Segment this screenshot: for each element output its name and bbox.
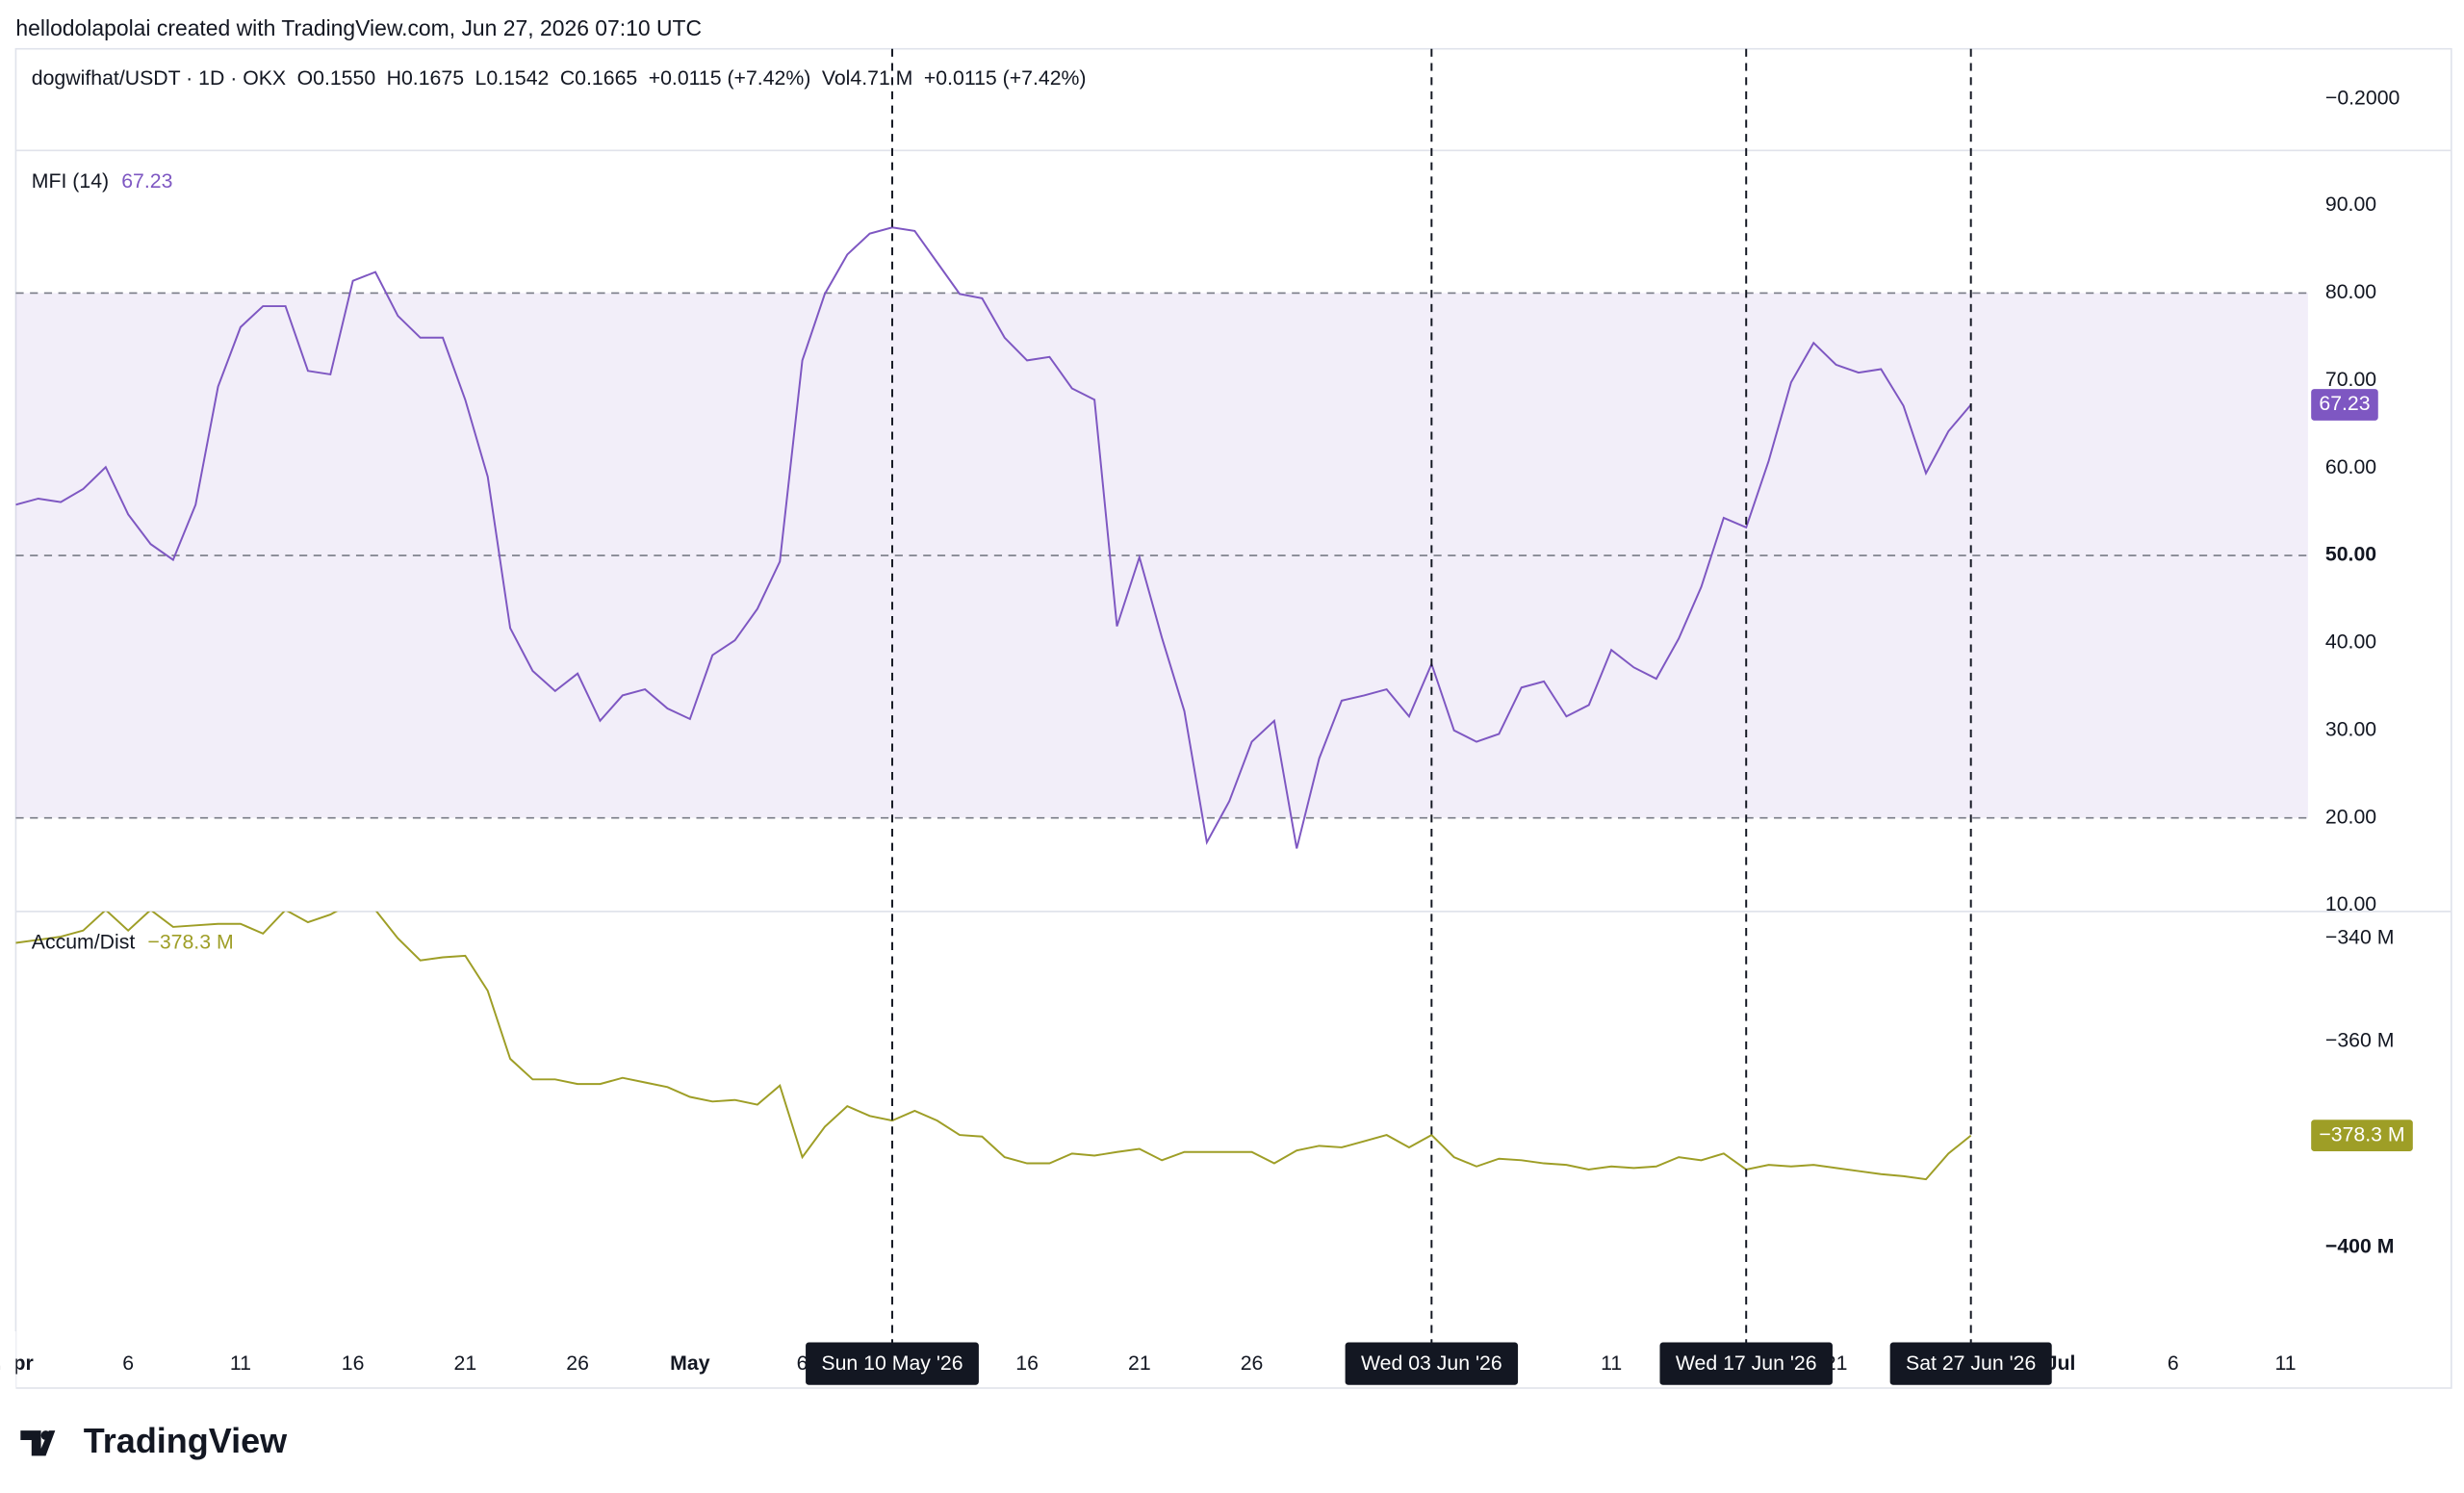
x-tick-label: May: [670, 1351, 710, 1375]
indicator-line: [15, 911, 1972, 1181]
y-tick-label: 50.00: [2325, 543, 2376, 566]
crosshair-date-box: [1889, 1342, 2052, 1385]
legend-item: L0.1542: [475, 65, 549, 89]
band: [15, 293, 2308, 818]
brand-name: TradingView: [84, 1421, 288, 1460]
x-tick-label: 26: [1241, 1351, 1264, 1375]
last-value-text: −378.3 M: [2319, 1122, 2404, 1145]
x-tick-label: 21: [454, 1351, 477, 1375]
x-tick-label: 11: [2275, 1351, 2297, 1375]
y-tick-label: −400 M: [2325, 1234, 2395, 1257]
crosshair-date: Sat 27 Jun '26: [1906, 1351, 2036, 1375]
chart-frame: [14, 47, 2452, 1389]
y-tick-label: 80.00: [2325, 280, 2376, 303]
legend-item: +0.0115 (+7.42%): [924, 65, 1087, 89]
legend-item: Vol4.71 M: [822, 65, 913, 89]
y-tick-label: 20.00: [2325, 805, 2376, 828]
x-tick-label: 6: [2168, 1351, 2179, 1375]
crosshair-date-box: [806, 1342, 979, 1385]
legend-item: C0.1665: [560, 65, 637, 89]
crosshair-date-box: [1345, 1342, 1519, 1385]
x-tick-label: 21: [1128, 1351, 1151, 1375]
pane-legend: MFI (14) 67.23: [32, 169, 173, 193]
header: hellodolapolai created with TradingView.…: [15, 15, 702, 40]
x-tick-label: 11: [230, 1351, 251, 1375]
y-tick-label: −360 M: [2325, 1028, 2395, 1051]
y-tick-label: 70.00: [2325, 368, 2376, 391]
y-tick-label: 10.00: [2325, 892, 2376, 915]
pane-value: 67.23: [121, 169, 172, 193]
crosshair-date-box: [1659, 1342, 1833, 1385]
crosshair-date: Wed 03 Jun '26: [1361, 1351, 1502, 1375]
x-tick-label: 6: [122, 1351, 134, 1375]
brand-logo: TradingView: [20, 1421, 288, 1460]
y-tick-label: 90.00: [2325, 193, 2376, 216]
crosshair-date: Wed 17 Jun '26: [1676, 1351, 1817, 1375]
edge-cover: [0, 1331, 16, 1395]
y-tick-label: 60.00: [2325, 455, 2376, 478]
x-tick-label: 6: [797, 1351, 808, 1375]
legend-item: dogwifhat/USDT · 1D · OKX: [32, 65, 286, 89]
pane-name: MFI (14): [32, 169, 109, 193]
legend-item: H0.1675: [387, 65, 464, 89]
price-axis-label: −0.2000: [2325, 87, 2400, 110]
legend-item: +0.0115 (+7.42%): [649, 65, 811, 89]
symbol-legend: dogwifhat/USDT · 1D · OKX O0.1550 H0.1675 L…: [32, 65, 1087, 89]
pane-value: −378.3 M: [147, 930, 233, 953]
pane-legend: Accum/Dist −378.3 M: [32, 930, 234, 953]
x-tick-label: 26: [566, 1351, 589, 1375]
last-value-tag: [2311, 389, 2378, 421]
last-value-tag: [2311, 1120, 2413, 1152]
logo-icon: [40, 1430, 51, 1441]
y-tick-label: 40.00: [2325, 631, 2376, 654]
crosshair-date: Sun 10 May '26: [821, 1351, 962, 1375]
legend-item: O0.1550: [297, 65, 376, 89]
x-tick-label: 16: [1015, 1351, 1039, 1375]
pane-name: Accum/Dist: [32, 930, 136, 953]
y-tick-label: 30.00: [2325, 717, 2376, 740]
x-tick-label: 16: [342, 1351, 365, 1375]
last-value-text: 67.23: [2319, 392, 2370, 415]
y-tick-label: −340 M: [2325, 925, 2395, 948]
x-tick-label: 11: [1601, 1351, 1622, 1375]
indicator-line: [15, 226, 1972, 849]
